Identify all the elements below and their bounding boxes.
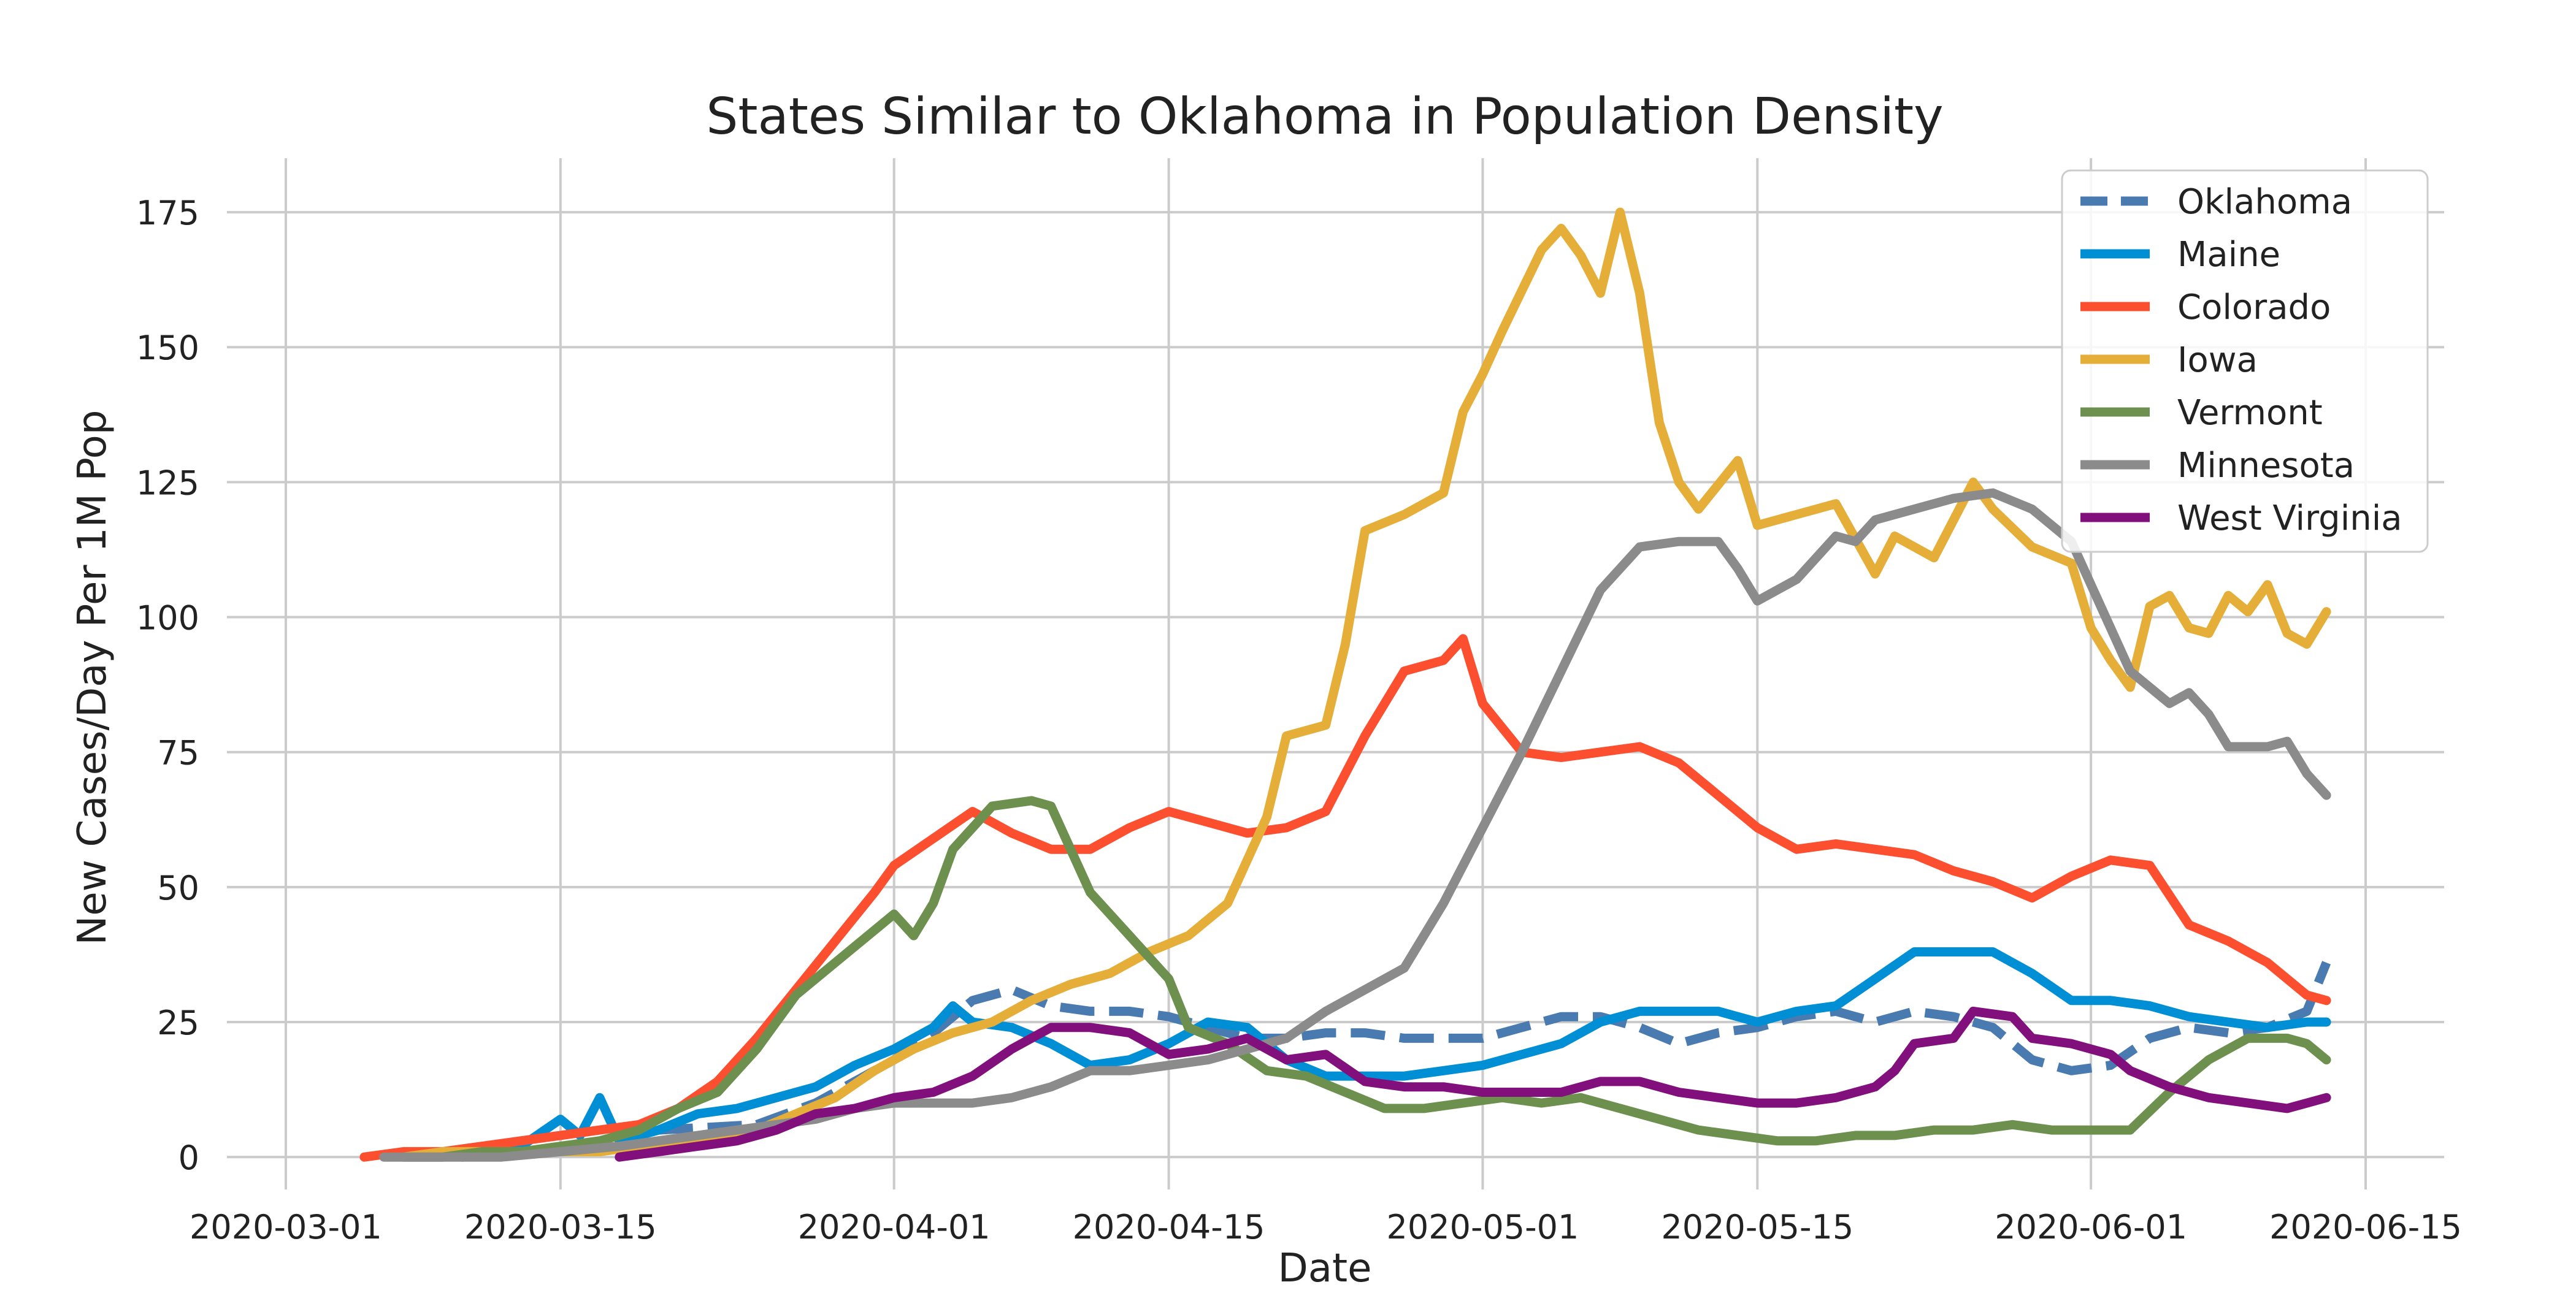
legend-label-iowa: Iowa xyxy=(2177,340,2258,380)
series-line-west-virginia xyxy=(615,1006,2331,1162)
legend: Oklahoma Maine Colorado Iowa Vermont Minnesot… xyxy=(2061,169,2429,553)
legend-label-colorado: Colorado xyxy=(2177,288,2331,327)
series-line-colorado xyxy=(359,634,2331,1162)
tick-labels: 0 25 50 75 100 125 150 175 2020-03-01 2020-03-15 2… xyxy=(136,194,2462,1246)
chart-title: States Similar to Oklahoma in Population… xyxy=(706,88,1943,146)
y-tick-label: 50 xyxy=(157,869,199,907)
x-tick-label: 2020-03-01 xyxy=(190,1208,382,1246)
legend-label-minnesota: Minnesota xyxy=(2177,446,2355,486)
x-tick-label: 2020-03-15 xyxy=(464,1208,657,1246)
y-tick-label: 125 xyxy=(136,464,199,502)
x-tick-label: 2020-06-15 xyxy=(2269,1208,2462,1246)
legend-label-west-virginia: West Virginia xyxy=(2177,498,2402,538)
legend-box xyxy=(2061,169,2429,553)
y-tick-label: 25 xyxy=(157,1004,199,1042)
legend-label-vermont: Vermont xyxy=(2177,393,2323,433)
series-line-iowa xyxy=(399,207,2331,1162)
series-line-vermont xyxy=(399,796,2331,1162)
y-tick-label: 0 xyxy=(178,1139,199,1177)
plot-area xyxy=(359,207,2331,1162)
x-tick-label: 2020-05-15 xyxy=(1661,1208,1853,1246)
x-axis-label: Date xyxy=(1278,1246,1372,1288)
x-tick-label: 2020-06-01 xyxy=(1995,1208,2187,1246)
grid xyxy=(227,158,2444,1189)
legend-label-maine: Maine xyxy=(2177,235,2280,275)
x-tick-label: 2020-05-01 xyxy=(1387,1208,1579,1246)
x-tick-label: 2020-04-15 xyxy=(1073,1208,1265,1246)
y-tick-label: 100 xyxy=(136,599,199,638)
y-tick-label: 175 xyxy=(136,194,199,232)
y-axis-label: New Cases/Day Per 1M Pop xyxy=(70,410,115,945)
y-tick-label: 75 xyxy=(157,734,199,773)
x-tick-label: 2020-04-01 xyxy=(798,1208,991,1246)
legend-label-oklahoma: Oklahoma xyxy=(2177,182,2352,222)
y-tick-label: 150 xyxy=(136,329,199,367)
